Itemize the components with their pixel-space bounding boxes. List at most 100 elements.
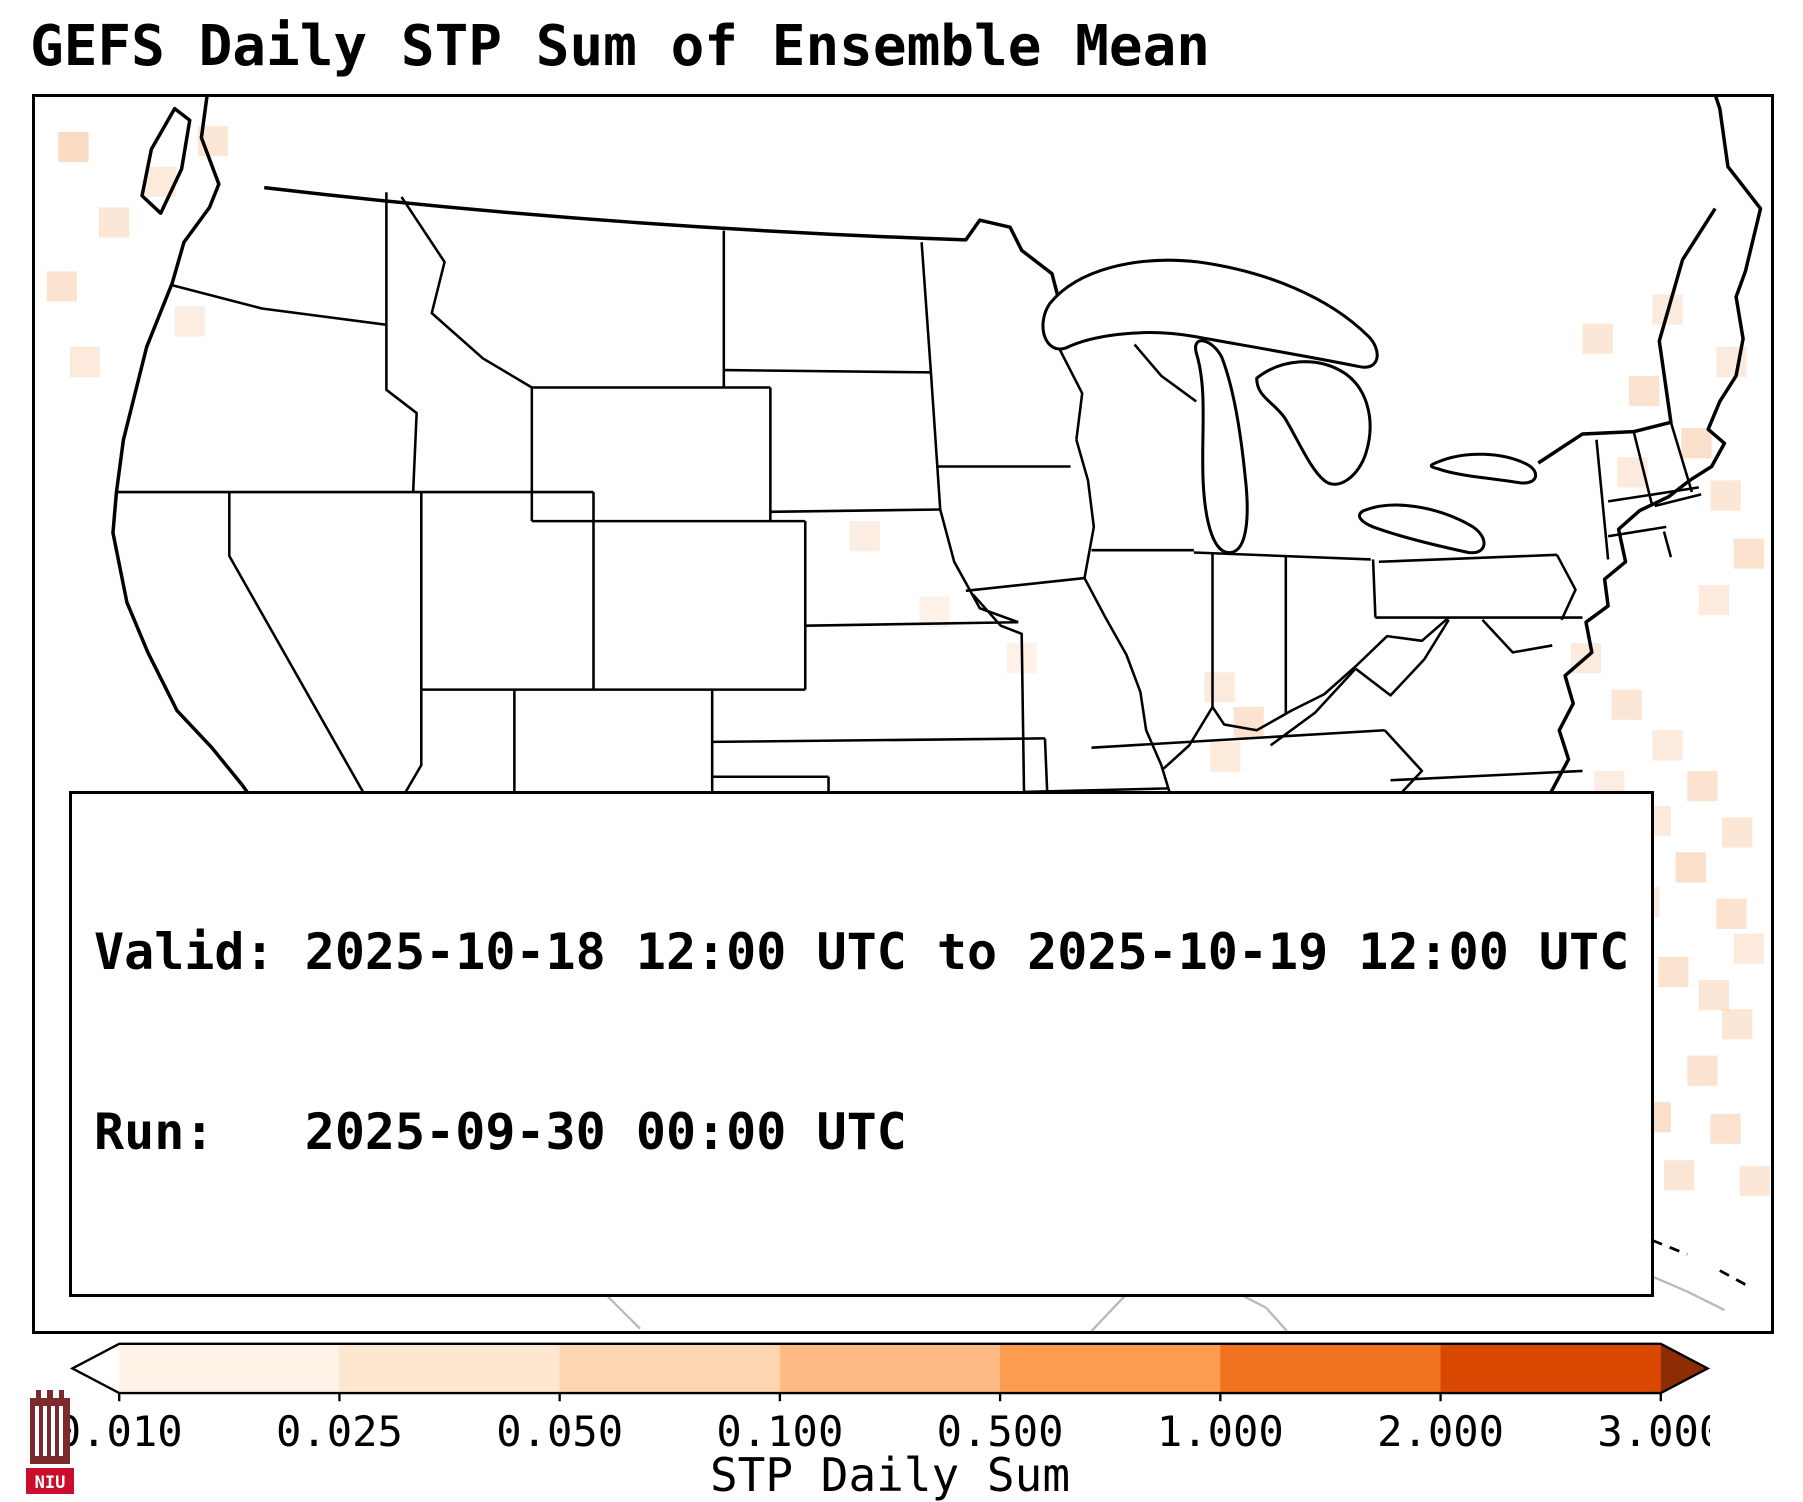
lake-ontario — [1429, 452, 1538, 485]
stp-cell — [1698, 980, 1730, 1011]
colorbar-tick-label: 0.025 — [276, 1407, 403, 1455]
border-nh-me — [1669, 421, 1694, 493]
run-time-text: Run: 2025-09-30 00:00 UTC — [94, 1103, 907, 1161]
lake-michigan — [1194, 339, 1249, 555]
border-wi-mi-up — [1133, 343, 1197, 403]
colorbar-segment — [119, 1343, 341, 1394]
stp-cell — [58, 131, 89, 163]
colorbar-segment — [1440, 1343, 1662, 1394]
niu-logo: NIU — [26, 1384, 74, 1494]
stp-cell — [1710, 480, 1741, 511]
border-ne-ia-missouri-river — [938, 509, 1019, 624]
niu-logo-banner — [26, 1468, 74, 1494]
border-ky-tn — [1091, 728, 1385, 749]
stp-cell — [1652, 730, 1683, 761]
border-wa-or — [171, 284, 387, 327]
stp-cell — [1658, 956, 1689, 988]
us-canada-border — [264, 185, 1061, 301]
stp-cell — [849, 521, 880, 552]
border-ca-nv — [228, 492, 386, 830]
colorbar-segment — [559, 1343, 781, 1394]
border-nd-sd — [723, 368, 931, 374]
colorbar-under-arrow — [72, 1343, 120, 1394]
colorbar: 0.010 0.025 0.050 0.100 0.500 1.000 2.000 3.000 — [70, 1338, 1710, 1458]
lake-superior — [1041, 258, 1379, 369]
stp-cell — [1204, 672, 1235, 703]
validity-info-box: Valid: 2025-10-18 12:00 UTC to 2025-10-1… — [69, 791, 1655, 1297]
colorbar-tick-label: 3.000 — [1597, 1407, 1710, 1455]
stp-cell — [1681, 428, 1712, 459]
border-ma-north — [1607, 486, 1700, 503]
stp-cell — [1710, 1113, 1741, 1144]
border-sd-ne — [770, 508, 941, 514]
border-ia-mo — [965, 576, 1085, 593]
border-sd-mn-ia — [929, 372, 942, 510]
vancouver-island — [140, 106, 192, 215]
stp-cell — [1663, 1160, 1695, 1191]
stp-cell — [46, 271, 77, 302]
border-nd-mn — [920, 242, 933, 373]
stp-cell — [1733, 538, 1765, 569]
niu-logo-text: NIU — [35, 1473, 66, 1493]
colorbar-tick-label: 0.500 — [937, 1407, 1064, 1455]
border-ky-va — [1269, 667, 1357, 747]
colorbar-segment — [339, 1343, 561, 1394]
stp-cell — [1687, 1055, 1718, 1086]
colorbar-axis-label: STP Daily Sum — [709, 1448, 1071, 1502]
valid-time-text: Valid: 2025-10-18 12:00 UTC to 2025-10-1… — [94, 923, 1630, 981]
lake-huron — [1255, 360, 1372, 486]
colorbar-tick-label: 0.050 — [496, 1407, 623, 1455]
stp-cell — [1687, 770, 1718, 802]
colorbar-tick-label: 0.010 — [70, 1407, 183, 1455]
border-ne-ks — [805, 620, 1019, 627]
border-pa-ny — [1378, 553, 1557, 564]
border-ma-south — [1607, 525, 1667, 538]
border-or-id — [385, 324, 418, 493]
colorbar-tick-label: 0.100 — [716, 1407, 843, 1455]
lake-erie — [1358, 503, 1486, 555]
border-pa-nj — [1555, 554, 1577, 621]
border-md-va-potomac — [1481, 619, 1553, 654]
border-ny-east — [1595, 439, 1610, 560]
border-mi-south — [1193, 551, 1371, 561]
colorbar-tick-label: 1.000 — [1157, 1407, 1284, 1455]
border-va-nc — [1390, 769, 1583, 782]
st-lawrence-border — [1537, 207, 1717, 465]
map-panel: Valid: 2025-10-18 12:00 UTC to 2025-10-1… — [32, 94, 1774, 1334]
stp-cell — [174, 306, 205, 337]
border-mo-west — [971, 593, 1026, 792]
niu-logo-svg: NIU — [26, 1390, 74, 1494]
colorbar-tick-label: 2.000 — [1377, 1407, 1504, 1455]
stp-cell — [98, 207, 130, 238]
stp-cell — [1210, 741, 1241, 773]
ohio-river — [1162, 616, 1450, 770]
stp-cell — [1233, 707, 1264, 738]
stp-cell — [1629, 375, 1660, 407]
colorbar-segment — [1220, 1343, 1442, 1394]
border-id-mt — [400, 196, 533, 389]
niu-castle-icon — [30, 1390, 70, 1464]
great-lakes — [1041, 258, 1538, 555]
stp-cell — [1739, 1166, 1770, 1197]
stp-cell — [919, 596, 950, 627]
border-wv-va — [1354, 619, 1450, 697]
long-island — [1654, 493, 1702, 508]
stp-cell — [1611, 689, 1642, 720]
stp-cell — [1733, 933, 1765, 964]
border-ct-ri — [1662, 531, 1673, 558]
page-title: GEFS Daily STP Sum of Ensemble Mean — [30, 14, 1211, 79]
stp-cell — [1698, 585, 1730, 616]
border-ks-ok — [712, 737, 1045, 744]
stp-cell — [1675, 852, 1706, 883]
stp-cell — [1722, 1009, 1753, 1040]
stp-cell — [1722, 817, 1753, 848]
stp-cell — [1716, 898, 1747, 929]
border-mn-wi — [1055, 342, 1084, 440]
colorbar-svg: 0.010 0.025 0.050 0.100 0.500 1.000 2.000 3.000 — [70, 1342, 1710, 1455]
border-oh-pa — [1371, 559, 1377, 618]
stp-cell — [1582, 323, 1613, 354]
colorbar-segment — [1000, 1343, 1222, 1394]
border-vt-nh — [1632, 431, 1654, 507]
colorbar-over-arrow — [1660, 1343, 1708, 1394]
